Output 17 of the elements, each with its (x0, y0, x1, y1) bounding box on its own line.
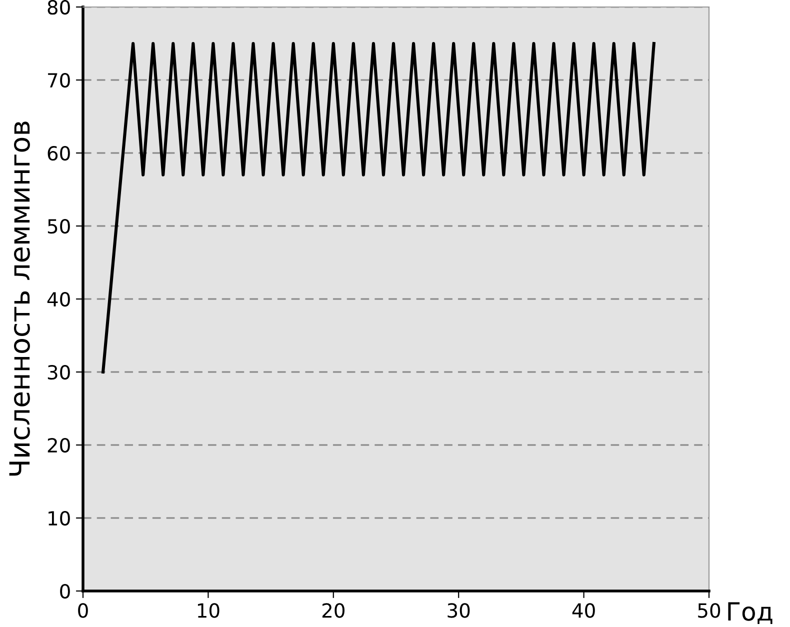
y-tick-label: 30 (48, 364, 70, 380)
y-tick-label: 10 (48, 510, 70, 526)
x-tick-label: 40 (572, 603, 595, 618)
y-tick-label: 0 (60, 584, 70, 599)
x-tick-label: 0 (78, 603, 88, 618)
y-tick-label: 80 (48, 0, 70, 15)
x-tick-label: 20 (322, 603, 344, 618)
y-tick-label: 60 (48, 146, 70, 161)
y-tick-label: 50 (48, 218, 70, 234)
y-tick-label: 40 (47, 292, 70, 307)
x-tick-label: 10 (198, 603, 220, 618)
x-axis-title: Год (728, 602, 772, 624)
y-axis-title: Численность леммингов (9, 122, 30, 476)
x-tick-label: 30 (448, 603, 470, 618)
x-tick-label: 50 (698, 603, 720, 618)
y-tick-label: 70 (48, 72, 70, 88)
y-tick-label: 20 (48, 438, 70, 453)
